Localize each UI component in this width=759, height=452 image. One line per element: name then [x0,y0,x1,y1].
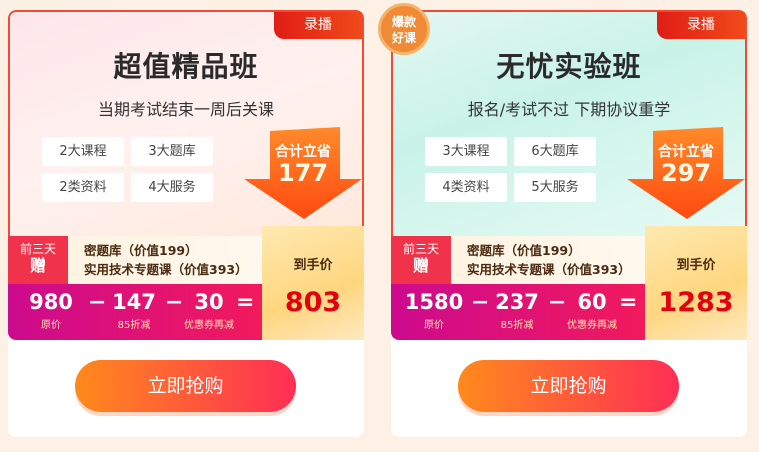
gift-item: 实用技术专题课（价值393） [84,262,248,277]
original-label: 原价 [41,320,61,331]
discount-value: 237 [495,290,539,314]
recorded-tag: 录播 [274,12,362,39]
course-card-worry-free: 录播 无忧实验班 报名/考试不过 下期协议重学 3大课程 6大题库 4类资料 5… [391,10,747,437]
gift-label-bottom: 赠 [29,256,46,275]
final-price-label: 到手价 [293,258,333,273]
discount-value: 147 [112,290,156,314]
gift-item: 密题库（价值199） [84,243,198,258]
savings-arrow: 合计立省 297 [625,127,747,219]
savings-label: 合计立省 [658,144,714,160]
gift-label: 前三天赠 [8,236,68,284]
discount: 237 85折减 [487,290,547,331]
gift-label: 前三天赠 [391,236,451,284]
final-price-box: 到手价 803 [262,226,364,340]
original-label: 原价 [424,320,444,331]
course-title: 超值精品班 [113,50,259,83]
badge-line2: 好课 [391,31,416,45]
feature-item: 2大课程 [42,137,124,166]
final-price-box: 到手价 1283 [645,226,747,340]
feature-item: 6大题库 [514,137,596,166]
recorded-tag: 录播 [657,12,745,39]
course-subtitle: 当期考试结束一周后关课 [97,100,274,119]
coupon-value: 30 [194,290,224,314]
feature-item: 2类资料 [42,173,124,202]
buy-now-button[interactable]: 立即抢购 [75,360,296,412]
feature-item: 3大题库 [131,137,213,166]
discount-label: 85折减 [117,320,151,331]
minus-sign: − [88,290,107,315]
gift-list: 密题库（价值199） 实用技术专题课（价值393） [84,241,248,279]
gift-label-top: 前三天 [19,242,56,256]
course-subtitle: 报名/考试不过 下期协议重学 [467,100,671,119]
original-value: 1580 [404,290,464,314]
course-card-premium: 录播 超值精品班 当期考试结束一周后关课 2大课程 3大题库 2类资料 4大服务… [8,10,364,437]
gift-list: 密题库（价值199） 实用技术专题课（价值393） [467,241,631,279]
coupon-label: 优惠券再减 [567,320,617,331]
coupon-label: 优惠券再减 [184,320,234,331]
badge-line1: 爆款 [391,15,416,29]
savings-label: 合计立省 [275,144,331,160]
gift-item: 密题库（价值199） [467,243,581,258]
final-price: 803 [284,287,342,318]
feature-item: 4大服务 [131,173,213,202]
minus-sign: − [471,290,490,315]
gift-item: 实用技术专题课（价值393） [467,262,631,277]
final-price-label: 到手价 [676,258,716,273]
minus-sign: − [165,290,184,315]
discount: 147 85折减 [104,290,164,331]
savings-amount: 297 [660,159,712,187]
feature-item: 4类资料 [425,173,507,202]
course-title: 无忧实验班 [496,50,642,83]
equals-sign: = [236,290,255,315]
buy-now-button[interactable]: 立即抢购 [458,360,679,412]
minus-sign: − [548,290,567,315]
original-price: 980 原价 [16,290,86,331]
gift-row: 前三天赠 密题库（价值199） 实用技术专题课（价值393） [391,236,645,284]
coupon: 60 优惠券再减 [557,290,627,331]
card-header: 录播 无忧实验班 报名/考试不过 下期协议重学 3大课程 6大题库 4类资料 5… [391,10,747,236]
coupon: 30 优惠券再减 [174,290,244,331]
card-header: 录播 超值精品班 当期考试结束一周后关课 2大课程 3大题库 2类资料 4大服务… [8,10,364,236]
feature-item: 3大课程 [425,137,507,166]
final-price: 1283 [658,287,734,318]
discount-label: 85折减 [500,320,534,331]
price-calculation: 1580 原价 − 237 85折减 − 60 优惠券再减 = [391,284,645,340]
gift-label-top: 前三天 [402,242,439,256]
gift-row: 前三天赠 密题库（价值199） 实用技术专题课（价值393） [8,236,262,284]
feature-item: 5大服务 [514,173,596,202]
price-calculation: 980 原价 − 147 85折减 − 30 优惠券再减 = [8,284,262,340]
arrow-down-icon [627,127,745,219]
hot-course-badge: 爆款 好课 [378,3,430,55]
coupon-value: 60 [577,290,607,314]
savings-amount: 177 [277,159,329,187]
gift-label-bottom: 赠 [412,256,429,275]
savings-arrow: 合计立省 177 [242,127,364,219]
equals-sign: = [619,290,638,315]
original-price: 1580 原价 [399,290,469,331]
arrow-down-icon [244,127,362,219]
original-value: 980 [29,290,73,314]
